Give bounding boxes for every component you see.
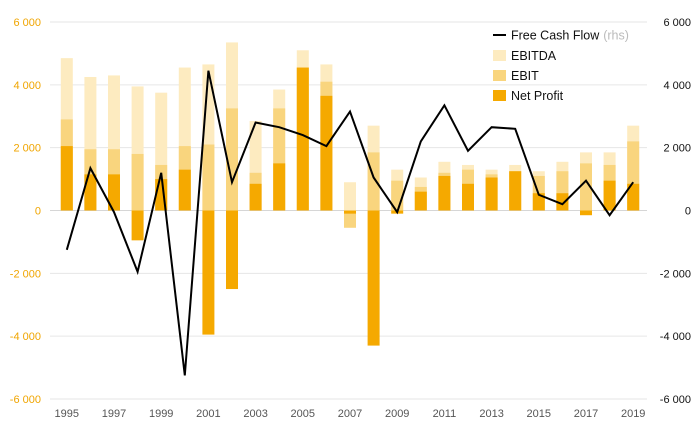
ebitda-bars — [60, 42, 640, 211]
x-tick-label: 2001 — [196, 408, 220, 420]
y-tick-left: -6 000 — [10, 394, 41, 406]
ebit-bar — [226, 108, 238, 211]
x-tick-label: 2005 — [291, 408, 315, 420]
net-profit-bar — [438, 175, 451, 211]
x-tick-label: 1995 — [55, 408, 79, 420]
left-axis-ticks: 6 000 4 000 2 000 0 -2 000 -4 000 -6 000 — [10, 17, 41, 406]
net-profit-bar — [296, 67, 309, 211]
y-tick-right: -4 000 — [660, 331, 691, 343]
x-tick-label: 2007 — [338, 408, 362, 420]
net-profit-bars — [60, 67, 640, 346]
y-tick-left: 6 000 — [13, 17, 41, 29]
net-profit-bar — [485, 177, 498, 211]
x-tick-label: 2019 — [621, 408, 645, 420]
legend-label-free-cash-flow: Free Cash Flow (rhs) — [511, 29, 629, 43]
net-profit-bar — [108, 174, 120, 211]
y-tick-left: -4 000 — [10, 331, 41, 343]
net-profit-bar — [556, 193, 569, 211]
y-tick-right: 4 000 — [663, 80, 691, 92]
free-cash-flow-series — [65, 70, 635, 376]
net-profit-bar — [131, 210, 144, 241]
legend: Free Cash Flow (rhs) EBITDA EBIT Net Prof… — [493, 29, 629, 103]
net-profit-bar — [273, 163, 286, 211]
ebit-bar — [580, 163, 592, 211]
x-tick-label: 1997 — [102, 408, 126, 420]
y-tick-right: 6 000 — [663, 17, 691, 29]
net-profit-bar — [603, 180, 616, 211]
net-profit-bar — [462, 183, 474, 211]
x-tick-label: 1999 — [149, 408, 173, 420]
ebit-bar — [344, 210, 356, 228]
y-tick-right: 2 000 — [663, 143, 691, 155]
y-tick-right: -2 000 — [660, 268, 691, 280]
gridlines — [50, 21, 647, 400]
legend-label-ebit: EBIT — [511, 69, 539, 83]
x-tick-label: 2013 — [479, 408, 503, 420]
y-tick-left: -2 000 — [10, 268, 41, 280]
y-tick-right: -6 000 — [660, 394, 691, 406]
x-tick-label: 2011 — [433, 408, 457, 420]
net-profit-bar — [367, 210, 380, 346]
y-tick-left: 4 000 — [13, 80, 41, 92]
legend-label-net-profit: Net Profit — [511, 89, 564, 103]
net-profit-bar — [202, 210, 215, 335]
legend-swatch-net-profit — [493, 90, 506, 101]
y-tick-left: 0 — [35, 206, 41, 218]
y-tick-right: 0 — [685, 206, 691, 218]
ebit-bar — [367, 152, 380, 211]
y-tick-left: 2 000 — [13, 143, 41, 155]
legend-swatch-ebitda — [493, 50, 506, 61]
net-profit-bar — [178, 169, 191, 211]
right-axis-ticks: 6 000 4 000 2 000 0 -2 000 -4 000 -6 000 — [660, 17, 691, 406]
ebit-bar — [202, 144, 215, 211]
free-cash-flow-line — [65, 70, 635, 376]
net-profit-bar — [344, 210, 356, 214]
net-profit-bar — [580, 210, 592, 216]
net-profit-bar — [320, 95, 333, 211]
net-profit-bar — [84, 174, 97, 211]
net-profit-bar — [532, 193, 545, 211]
x-tick-label: 2015 — [527, 408, 551, 420]
net-profit-bar — [249, 183, 262, 211]
x-tick-label: 2009 — [385, 408, 409, 420]
net-profit-bar — [226, 210, 238, 290]
x-tick-label: 2017 — [574, 408, 598, 420]
x-axis-ticks: 1995 1997 1999 2001 2003 2005 2007 2009 2011 2013… — [55, 408, 646, 420]
legend-swatch-ebit — [493, 70, 506, 81]
net-profit-bar — [627, 183, 640, 211]
legend-label-ebitda: EBITDA — [511, 49, 557, 63]
net-profit-bar — [509, 171, 522, 211]
ebitda-bar — [344, 182, 356, 211]
net-profit-bar — [414, 191, 427, 211]
net-profit-bar — [60, 146, 73, 211]
x-tick-label: 2003 — [243, 408, 267, 420]
ebit-bar — [131, 153, 144, 211]
